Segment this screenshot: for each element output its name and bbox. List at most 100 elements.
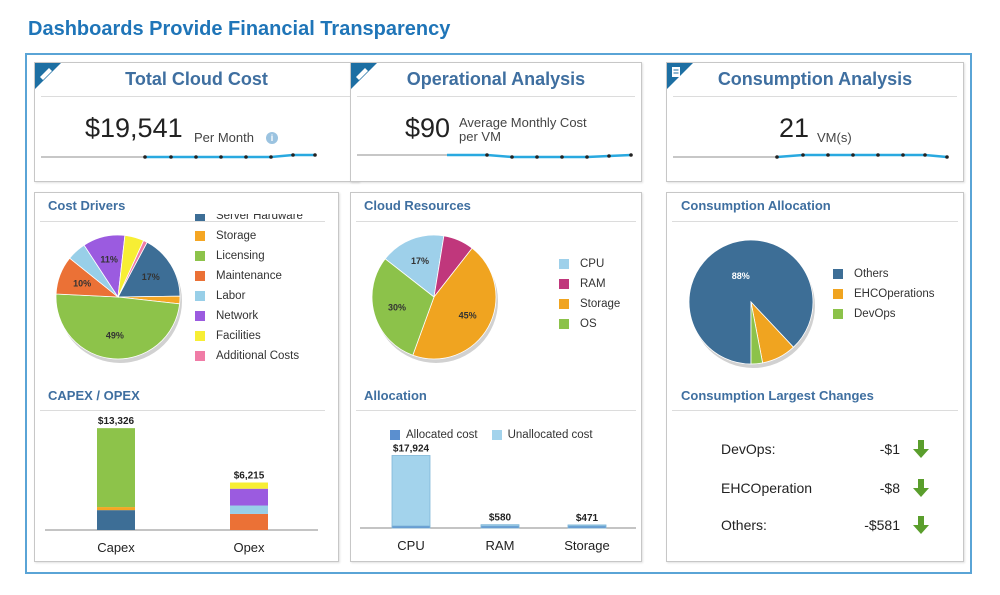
bar-segment-opex-facilities[interactable] [230,482,268,489]
bar-total-label: $471 [576,513,599,524]
legend-swatch [559,319,569,329]
category-label-ram: RAM [486,538,515,553]
legend-label: Others [854,268,889,280]
bar-segment-opex-maintenance[interactable] [230,513,268,530]
legend-item-maintenance[interactable]: Maintenance [195,266,303,286]
legend-swatch [195,251,205,261]
legend-label: Storage [216,230,257,242]
category-label-opex: Opex [233,540,265,555]
bar-total-label: $6,215 [234,471,265,482]
legend-label: DevOps [854,308,896,320]
legend-label: EHCOperations [854,288,935,300]
legend-label: CPU [580,258,605,270]
pie-slice-os[interactable] [371,258,435,356]
pie-slice-licensing[interactable] [55,293,181,360]
legend-label: Additional Costs [216,350,300,362]
legend-item-additional-costs[interactable]: Additional Costs [195,346,303,366]
legend-label: Maintenance [216,270,282,282]
legend-swatch [195,311,205,321]
change-value: -$581 [864,517,900,533]
section-title-capex-opex: CAPEX / OPEX [48,388,140,403]
sparkline [673,153,949,159]
document-icon [667,63,693,89]
bar-segment-capex-server-hardware[interactable] [97,510,135,530]
kpi-unit: Average Monthly Cost [459,115,587,130]
legend-swatch [833,309,843,319]
legend-swatch [559,259,569,269]
arrow-down-icon [913,479,929,497]
pie-data-label: 17% [411,256,429,266]
bar-segment-storage-unallocated-cost[interactable] [567,524,607,527]
legend-label: Storage [580,298,621,310]
legend-allocation: Allocated cost Unallocated cost [390,429,593,441]
change-value: -$1 [879,441,900,457]
legend-item-devops[interactable]: DevOps [833,304,935,324]
legend-item-storage[interactable]: Storage [559,294,620,314]
bar-segment-opex-labor[interactable] [230,505,268,514]
pencil-icon [351,63,377,89]
legend-swatch [390,430,400,440]
legend-consumption-allocation: Others EHCOperations DevOps [833,264,935,324]
kpi-card-total-cloud-cost[interactable]: Total Cloud Cost $19,541 Per Month i [34,62,359,182]
legend-item-others[interactable]: Others [833,264,935,284]
legend-label: Facilities [216,330,261,342]
legend-swatch [195,231,205,241]
bar-segment-opex-network[interactable] [230,488,268,506]
legend-swatch [559,279,569,289]
pie-slice-additional-costs[interactable] [117,240,148,298]
legend-label: Allocated cost [406,429,478,441]
kpi-card-consumption-analysis[interactable]: Consumption Analysis 21 VM(s) [666,62,964,182]
section-title-allocation: Allocation [364,388,427,403]
bar-total-label: $13,326 [98,416,135,427]
change-value: -$8 [879,480,900,496]
pie-data-label: 17% [142,272,160,282]
legend-label: RAM [580,278,606,290]
legend-item-server-hardware[interactable]: Server Hardware [195,214,303,226]
legend-item-cpu[interactable]: CPU [559,254,620,274]
legend-swatch [195,271,205,281]
section-title-consumption-allocation: Consumption Allocation [681,198,831,213]
bar-segment-capex-licensing[interactable] [97,428,135,508]
section-title-cloud-resources: Cloud Resources [364,198,471,213]
legend-item-ram[interactable]: RAM [559,274,620,294]
category-label-storage: Storage [564,538,610,553]
bar-segment-ram-unallocated-cost[interactable] [480,524,520,527]
change-label-ehcoperation: EHCOperation [721,480,813,496]
info-icon[interactable]: i [266,132,278,144]
pie-slice-server-hardware[interactable] [117,241,181,298]
kpi-card-operational-analysis[interactable]: Operational Analysis $90 Average Monthly… [350,62,642,182]
pie-slice-cpu[interactable] [384,234,445,298]
section-title-cost-drivers: Cost Drivers [48,198,126,213]
pencil-icon [35,63,61,89]
legend-label: Server Hardware [216,214,303,222]
legend-item-labor[interactable]: Labor [195,286,303,306]
kpi-title: Total Cloud Cost [125,69,268,89]
legend-label: Licensing [216,250,265,262]
kpi-unit: VM(s) [817,130,852,145]
legend-swatch [195,351,205,361]
legend-item-os[interactable]: OS [559,314,620,334]
kpi-value: 21 [779,113,810,143]
sparkline [357,153,633,159]
legend-item-network[interactable]: Network [195,306,303,326]
page-title: Dashboards Provide Financial Transparenc… [28,18,451,40]
legend-cost-drivers: Server Hardware Storage Licensing Maintenan… [195,214,303,374]
pie-slice-devops[interactable] [750,301,764,365]
category-label-capex: Capex [97,540,135,555]
kpi-value: $19,541 [85,113,183,143]
pie-slice-storage[interactable] [412,247,497,360]
category-label-cpu: CPU [397,538,424,553]
legend-item-facilities[interactable]: Facilities [195,326,303,346]
pie-data-label: 45% [459,311,477,321]
legend-item-licensing[interactable]: Licensing [195,246,303,266]
section-title-largest-changes: Consumption Largest Changes [681,388,874,403]
legend-item-storage[interactable]: Storage [195,226,303,246]
legend-item-ehcoperations[interactable]: EHCOperations [833,284,935,304]
legend-swatch [833,289,843,299]
bar-segment-capex-storage[interactable] [97,507,135,511]
legend-label: Network [216,310,259,322]
bar-segment-cpu-unallocated-cost[interactable] [391,455,431,527]
legend-swatch [559,299,569,309]
bar-total-label: $17,924 [393,444,430,455]
legend-swatch [833,269,843,279]
